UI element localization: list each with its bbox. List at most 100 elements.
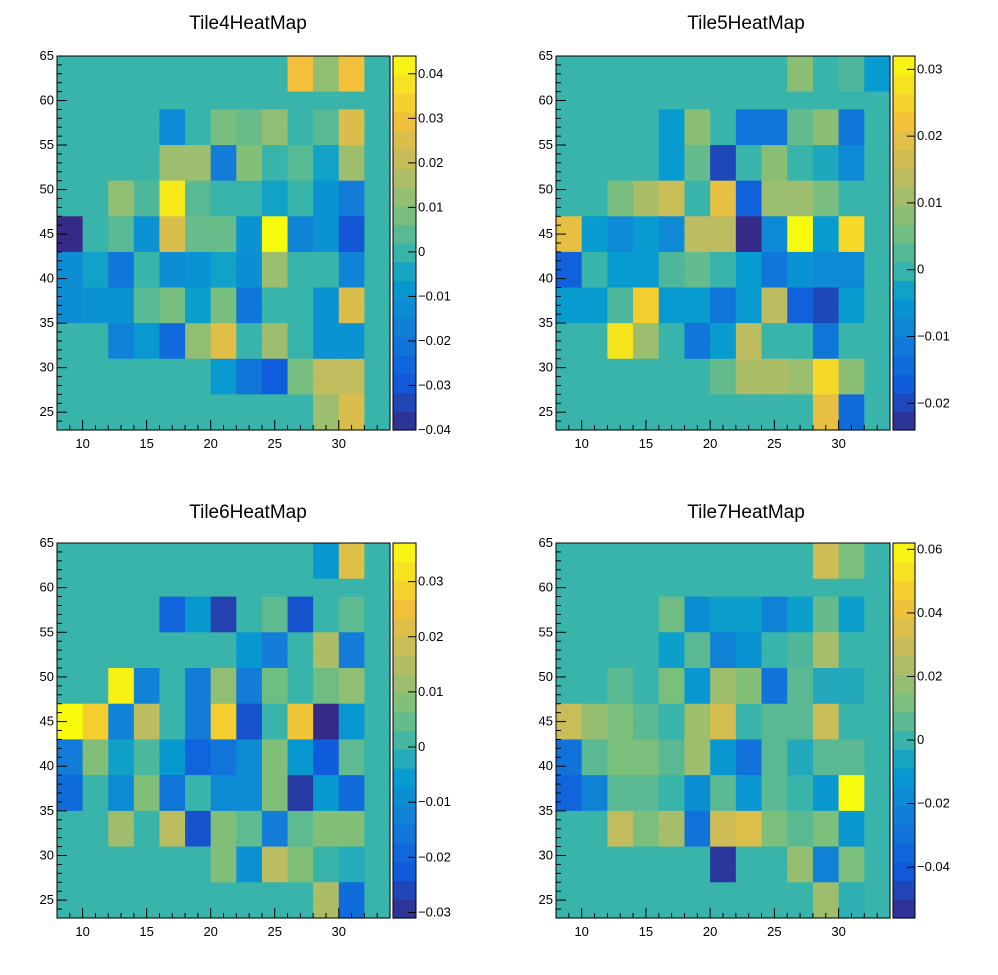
heatmap-cell: [633, 162, 660, 182]
heatmap-cell: [133, 394, 161, 413]
heatmap-cell: [210, 358, 237, 378]
heatmap-cell: [556, 685, 583, 705]
heatmap-cell: [261, 109, 289, 128]
heatmap-cell: [108, 216, 135, 235]
heatmap-cell: [581, 864, 608, 883]
heatmap-cell: [287, 412, 314, 431]
heatmap-cell: [108, 614, 135, 633]
heatmap-cell: [581, 632, 608, 651]
heatmap-cell: [57, 828, 84, 848]
heatmap-cell: [607, 323, 634, 342]
heatmap-cell: [607, 216, 634, 235]
y-tick-label: 60: [539, 580, 553, 595]
color-bar-step: [393, 93, 416, 113]
heatmap-cell: [133, 251, 161, 271]
heatmap-cell: [684, 162, 711, 182]
heatmap-cell: [364, 56, 391, 75]
heatmap-cell: [761, 234, 788, 253]
heatmap-cell: [287, 287, 314, 306]
heatmap-cell: [287, 560, 314, 580]
heatmap-cell: [261, 287, 289, 306]
heatmap-cell: [261, 560, 289, 580]
heatmap-cell: [82, 757, 109, 776]
heatmap-cell: [82, 596, 109, 616]
heatmap-cell: [287, 793, 314, 812]
heatmap-cell: [658, 900, 686, 919]
color-bar: 0.03 0.02 0.01 0 −0.01 −0.02: [892, 55, 950, 431]
heatmap-cell: [633, 703, 660, 723]
heatmap-cell: [812, 882, 840, 901]
heatmap-cell: [236, 810, 263, 830]
color-bar-step: [393, 768, 416, 788]
heatmap-cell: [787, 269, 814, 289]
heatmap-cell: [556, 216, 583, 235]
heatmap-cell: [607, 287, 634, 306]
color-bar-tick-label: 0.06: [917, 541, 942, 556]
heatmap-cell: [735, 269, 763, 289]
heatmap-cell: [838, 127, 865, 146]
x-tick-label: 25: [267, 924, 281, 939]
heatmap-cell: [710, 234, 737, 253]
heatmap-cell: [338, 739, 365, 758]
heatmap-cell: [236, 305, 263, 324]
color-bar-step: [893, 580, 915, 600]
heatmap-cell: [185, 358, 212, 378]
heatmap-cell: [236, 127, 263, 146]
heatmap-cell: [57, 269, 84, 289]
heatmap-cell: [287, 775, 314, 794]
heatmap-cell: [236, 775, 263, 794]
heatmap-cell: [108, 578, 135, 598]
heatmap-cell: [364, 846, 391, 866]
heatmap-cell: [735, 775, 763, 794]
heatmap-cell: [261, 775, 289, 794]
color-bar: 0.06 0.04 0.02 0 −0.02 −0.04: [892, 541, 950, 919]
color-bar-step: [393, 843, 416, 863]
heatmap-cell: [108, 358, 135, 378]
color-bar-tick-label: 0.03: [418, 574, 443, 589]
heatmap-cell: [108, 739, 135, 758]
heatmap-cell: [864, 864, 891, 883]
color-bar-step: [393, 543, 416, 563]
heatmap-cell: [261, 650, 289, 669]
heatmap-cell: [812, 251, 840, 271]
heatmap-cell: [684, 560, 711, 580]
heatmap-cell: [159, 828, 186, 848]
heatmap-cell: [133, 56, 161, 75]
heatmap-cell: [787, 162, 814, 182]
color-bar-step: [393, 561, 416, 582]
heatmap-cell: [633, 216, 660, 235]
x-tick-label: 30: [831, 436, 845, 451]
heatmap-cell: [633, 596, 660, 616]
heatmap-cell: [787, 810, 814, 830]
heatmap-cell: [787, 323, 814, 342]
heatmap-cell: [108, 721, 135, 741]
heatmap-cell: [108, 864, 135, 883]
heatmap-cell: [287, 703, 314, 723]
heatmap-cell: [159, 703, 186, 723]
heatmap-cell: [607, 757, 634, 776]
y-tick-label: 25: [539, 892, 553, 907]
y-tick-label: 60: [40, 93, 54, 108]
heatmap-cell: [185, 198, 212, 217]
heatmap-cell: [338, 91, 365, 111]
heatmap-cell: [133, 323, 161, 342]
heatmap-cell: [185, 412, 212, 431]
heatmap-cell: [556, 864, 583, 883]
heatmap-cell: [812, 810, 840, 830]
heatmap-cell: [210, 775, 237, 794]
heatmap-cell: [710, 376, 737, 395]
heatmap-cell: [556, 109, 583, 128]
heatmap-cell: [313, 323, 340, 342]
heatmap-cell: [735, 127, 763, 146]
color-bar-tick-label: 0.01: [917, 195, 942, 210]
color-bar-step: [893, 411, 915, 431]
heatmap-cell: [633, 394, 660, 413]
heatmap-cell: [185, 91, 212, 111]
y-tick-label: 50: [539, 669, 553, 684]
heatmap-cell: [607, 721, 634, 741]
heatmap-cell: [159, 73, 186, 93]
heatmap-cell: [556, 287, 583, 306]
heatmap-cell: [556, 721, 583, 741]
heatmap-cell: [838, 721, 865, 741]
heatmap-cell: [838, 668, 865, 687]
